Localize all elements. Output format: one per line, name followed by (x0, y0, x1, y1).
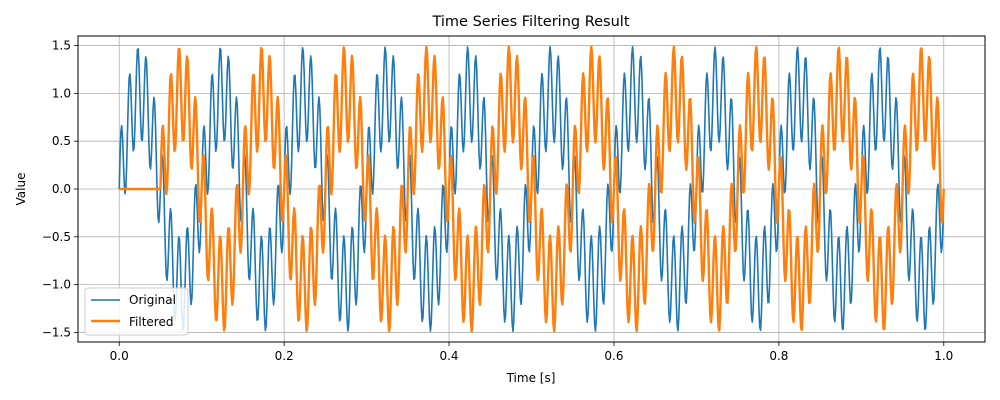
x-tick-label: 0.0 (110, 349, 129, 363)
y-axis: 1.5 1.0 0.5 0.0 −0.5 −1.0 −1.5 (42, 39, 78, 339)
y-tick-label: −0.5 (42, 230, 71, 244)
x-tick-label: 0.2 (275, 349, 294, 363)
legend: Original Filtered (84, 287, 189, 336)
chart-title: Time Series Filtering Result (431, 14, 629, 30)
y-axis-title: Value (14, 173, 28, 206)
y-tick-label: 1.5 (52, 39, 71, 53)
y-tick-label: −1.5 (42, 325, 71, 339)
x-axis: 0.0 0.2 0.4 0.6 0.8 1.0 (110, 342, 953, 363)
y-tick-label: 0.0 (52, 182, 71, 196)
series-line-filtered (118, 45, 945, 333)
y-tick-label: 0.5 (52, 134, 71, 148)
x-tick-label: 0.8 (769, 349, 788, 363)
x-tick-label: 0.6 (604, 349, 623, 363)
series-layer (118, 45, 945, 333)
x-tick-label: 0.4 (439, 349, 458, 363)
legend-label-original: Original (129, 293, 176, 307)
y-tick-label: 1.0 (52, 86, 71, 100)
x-tick-label: 1.0 (934, 349, 953, 363)
plot-area (77, 35, 986, 343)
legend-label-filtered: Filtered (129, 315, 173, 329)
y-tick-label: −1.0 (42, 278, 71, 292)
x-axis-title: Time [s] (506, 371, 556, 385)
